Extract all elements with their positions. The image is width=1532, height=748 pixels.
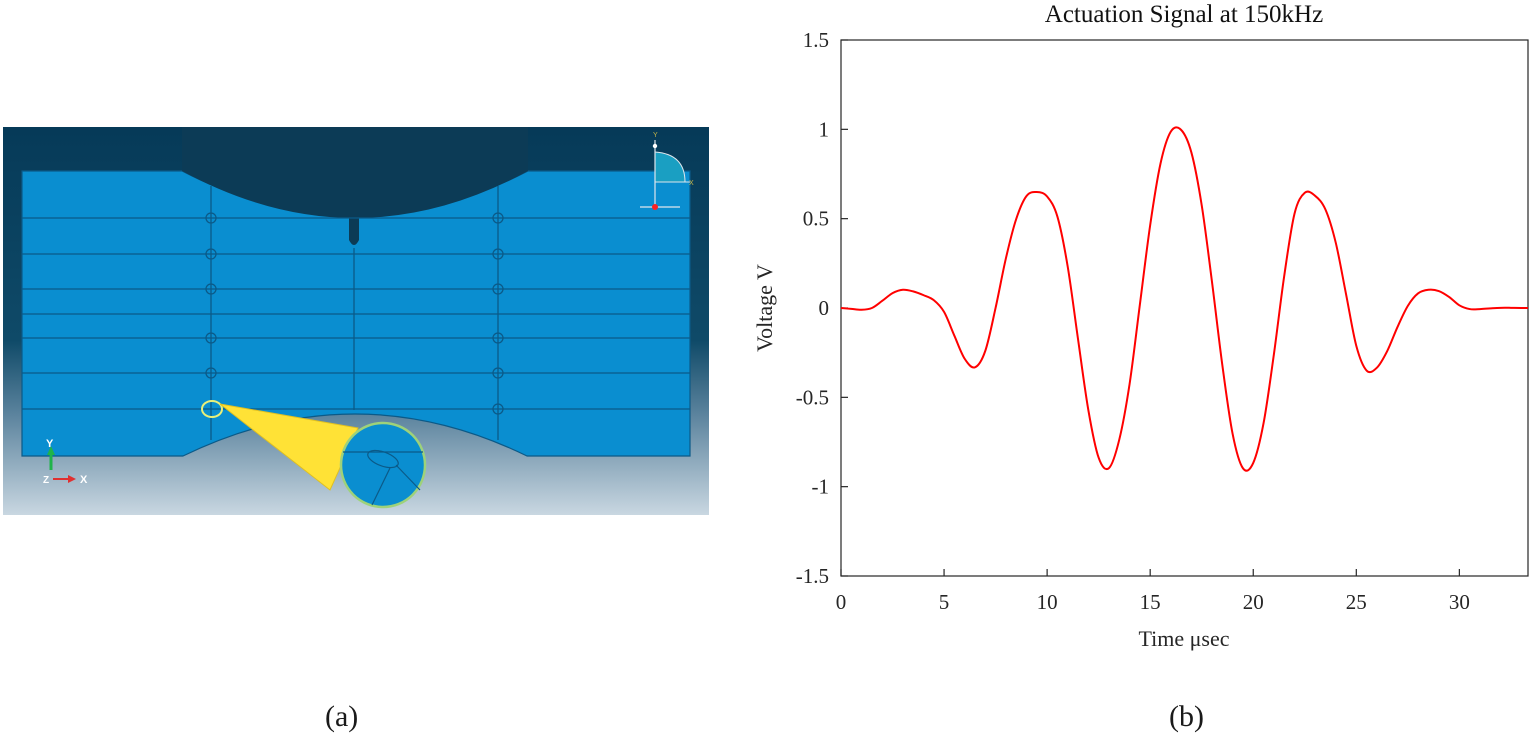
coordinate-triad: Y Z X	[43, 438, 88, 486]
y-tick-label: 1	[819, 117, 830, 141]
y-tick-label: -0.5	[796, 385, 829, 409]
x-tick-label: 15	[1140, 590, 1161, 614]
x-axis-label: Time μsec	[1138, 626, 1229, 651]
y-tick-label: 0	[819, 296, 830, 320]
callout-source-ellipse	[201, 400, 223, 418]
panel-label-a: (a)	[325, 700, 359, 733]
x-tick-label: 10	[1037, 590, 1058, 614]
y-tick-label: -1	[812, 475, 830, 499]
indenter-body	[182, 127, 528, 218]
y-tick-label: 0.5	[803, 207, 829, 231]
mini-view-triad: Y X	[640, 132, 694, 210]
callout-zoom-detail	[343, 449, 423, 506]
mini-triad-x-label: X	[689, 180, 694, 187]
plot-frame	[840, 39, 1529, 577]
panel-label-b: (b)	[1169, 700, 1204, 733]
chart-title: Actuation Signal at 150kHz	[1045, 1, 1323, 28]
x-tick-label: 25	[1346, 590, 1367, 614]
triad-y-label: Y	[46, 438, 54, 450]
series-line	[840, 126, 1529, 472]
callout-zoom-circle	[339, 421, 427, 509]
y-tick-label: 1.5	[803, 28, 829, 52]
x-tick-label: 20	[1243, 590, 1264, 614]
mini-triad-y-label: Y	[653, 132, 658, 139]
x-tick-label: 5	[939, 590, 950, 614]
y-axis-label: Voltage V	[752, 264, 777, 352]
indenter-tip	[349, 214, 359, 245]
triad-x-label: X	[80, 474, 88, 486]
triad-z-label: Z	[43, 475, 49, 486]
x-tick-label: 30	[1449, 590, 1470, 614]
y-tick-label: -1.5	[796, 564, 829, 588]
layer-lines	[22, 217, 690, 410]
model-view: Y X Y Z X	[3, 127, 709, 515]
x-tick-label: 0	[836, 590, 847, 614]
partition-lines	[210, 186, 499, 440]
x-axis: 0 5 10 15 20 25 30	[836, 569, 1470, 614]
y-axis: -1.5 -1 -0.5 0 0.5 1 1.5	[796, 28, 848, 588]
delamination-markers	[205, 212, 504, 415]
